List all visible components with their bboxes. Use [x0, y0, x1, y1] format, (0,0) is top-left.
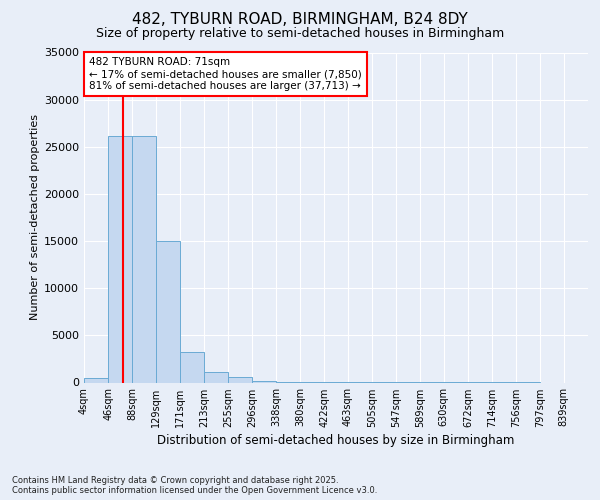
Bar — [204, 372, 228, 382]
Text: Contains HM Land Registry data © Crown copyright and database right 2025.
Contai: Contains HM Land Registry data © Crown c… — [12, 476, 377, 495]
Y-axis label: Number of semi-detached properties: Number of semi-detached properties — [30, 114, 40, 320]
Text: Size of property relative to semi-detached houses in Birmingham: Size of property relative to semi-detach… — [96, 28, 504, 40]
Bar — [156, 241, 180, 382]
X-axis label: Distribution of semi-detached houses by size in Birmingham: Distribution of semi-detached houses by … — [157, 434, 515, 447]
Text: 482, TYBURN ROAD, BIRMINGHAM, B24 8DY: 482, TYBURN ROAD, BIRMINGHAM, B24 8DY — [132, 12, 468, 28]
Bar — [132, 136, 157, 382]
Bar — [228, 377, 253, 382]
Text: 482 TYBURN ROAD: 71sqm
← 17% of semi-detached houses are smaller (7,850)
81% of : 482 TYBURN ROAD: 71sqm ← 17% of semi-det… — [89, 58, 362, 90]
Bar — [252, 380, 276, 382]
Bar — [180, 352, 204, 382]
Bar — [84, 378, 108, 382]
Bar — [108, 136, 132, 382]
